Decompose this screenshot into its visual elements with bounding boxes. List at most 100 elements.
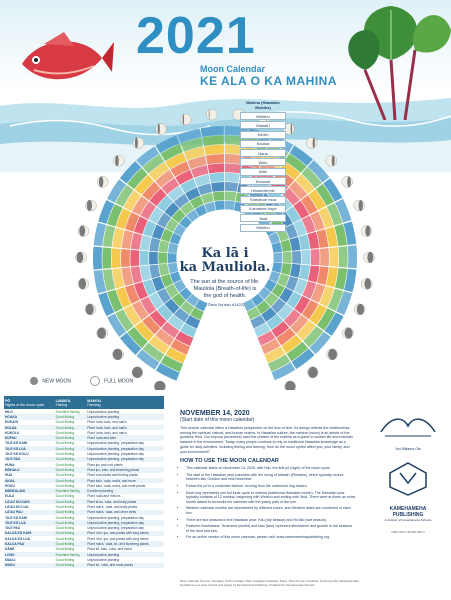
ring-segment: [169, 271, 182, 284]
ring-segment: [204, 144, 224, 156]
farming-cell: Plant 'uala, kalo, and mai'a: [87, 420, 127, 425]
fishing-cell: Good fishing: [54, 414, 87, 420]
ring-segment: [136, 349, 160, 370]
ring-segment: [148, 292, 164, 310]
fishing-cell: Good fishing: [54, 562, 87, 568]
night-name-cell: HILO: [5, 409, 13, 414]
moon-phase-table: PŌ Nights of the moon cycle LAWAI'A Fishin…: [4, 396, 164, 568]
moon-calendar-wheel: [75, 108, 375, 390]
table-row: MUKU Good fishing Plant kō, 'uala, and mos…: [4, 562, 164, 568]
fishing-cell: Excellent fishing: [54, 552, 87, 558]
moon-phase-icon: [84, 303, 97, 316]
ring-segment: [310, 248, 320, 266]
ring-segment: [289, 236, 301, 251]
ring-segment: [271, 262, 283, 273]
ring-segment: [335, 198, 352, 223]
moon-phase-icon: [326, 348, 338, 361]
farming-cell: Plant mai'a, 'uala, kō, and flowering pl…: [86, 541, 164, 547]
ring-segment: [142, 154, 165, 174]
ring-segment: [280, 263, 292, 276]
moon-phase-icon: [154, 380, 166, 390]
farming-cell: Plant kalo, 'uala, mai'a, and most plant…: [87, 483, 146, 488]
farming-cell: Unproductive planting: [86, 552, 164, 558]
table-row: LĀ'AU KŪ KAHI Good fishing Plant la'au, 'u…: [4, 499, 164, 505]
table-row: KALOA KŪ KAHI Good fishing Plant 'ohe, ipu…: [4, 530, 164, 537]
month-name-tag: Nana: [240, 149, 286, 158]
ring-segment: [119, 332, 142, 355]
how-to-item: Each ring represents one full lunar cycl…: [186, 491, 355, 505]
ring-segment: [285, 223, 298, 239]
night-name-cell: LONO: [4, 552, 55, 558]
ring-segment: [212, 191, 225, 202]
ring-segment: [134, 174, 154, 195]
moon-phase-icon: [353, 303, 366, 316]
ring-segment: [214, 200, 225, 211]
ring-segment: [301, 215, 316, 234]
ring-segment: [177, 128, 202, 144]
ring-segment: [107, 204, 123, 227]
night-name-cell: KALOA KŪ KAHI: [4, 530, 55, 537]
moon-phase-icon: [131, 366, 144, 379]
moon-phase-icon: [305, 137, 318, 149]
ring-segment: [298, 234, 310, 250]
farming-cell: Plant kō, kalo, 'uala, and mai'a: [87, 547, 132, 552]
table-row: 'OLE KŪ KOLU Good fishing Unproductive pla…: [4, 451, 164, 456]
proverb-citation: ('Ōlelo No'eau #1422): [205, 302, 245, 307]
moon-phase-icon: [360, 278, 373, 290]
table-row: LĀ'AU PAU Good fishing Plant mai'a, 'uala,…: [4, 509, 164, 515]
fishing-cell: Good fishing: [55, 441, 75, 446]
ring-segment: [155, 170, 175, 188]
ring-segment: [173, 279, 187, 293]
ring-segment: [286, 341, 309, 362]
ring-segment: [116, 287, 132, 308]
ring-segment: [140, 265, 152, 281]
ring-segment: [296, 320, 316, 341]
center-circle: [179, 212, 271, 304]
ring-segment: [307, 160, 330, 183]
ring-segment: [194, 204, 208, 217]
moon-phase-icon: [132, 137, 145, 149]
fishing-cell: Good fishing: [54, 530, 87, 537]
how-to-item: For an online version of this moon calen…: [186, 535, 355, 540]
full-moon-label: FULL MOON: [104, 378, 134, 385]
ring-segment: [148, 162, 170, 181]
ring-segment: [125, 284, 140, 304]
fishing-cell: Good fishing: [55, 430, 75, 435]
ring-segment: [171, 293, 186, 307]
ring-segment: [136, 146, 160, 167]
month-name-tag: Ikiiki: [240, 167, 286, 176]
ring-segment: [148, 335, 170, 354]
night-name-cell: KALOA PAU: [4, 541, 55, 547]
month-name-tag: Kamahoe hope: [240, 204, 286, 213]
ring-segment: [318, 207, 334, 229]
ring-segment: [310, 211, 325, 231]
ring-segment: [282, 187, 300, 206]
fishing-cell: Good fishing: [54, 435, 87, 441]
farming-cell: Plant 'ohe, ipu, and plants with long st…: [86, 530, 164, 537]
farming-cell: Plant ipu, kalo, and flowering plants: [86, 467, 164, 473]
ring-segment: [286, 206, 301, 223]
ring-segment: [267, 354, 291, 372]
ring-segment: [123, 190, 142, 212]
table-row: KULU Good fishing Plant 'uala and melons: [4, 494, 164, 499]
ring-segment: [338, 246, 348, 268]
fishing-cell: Excellent fishing: [54, 488, 87, 494]
ring-segment: [98, 292, 115, 317]
ring-segment: [315, 183, 335, 206]
full-moon-icon: [89, 376, 100, 386]
ring-segment: [93, 222, 107, 247]
moon-phase-icon: [306, 366, 319, 379]
ring-segment: [111, 248, 121, 268]
night-name-cell: KULU: [5, 494, 15, 499]
table-row: 'OLE KŪ LUA Good fishing Unproductive plan…: [4, 446, 164, 452]
ring-segment: [204, 201, 216, 213]
ring-segment: [282, 251, 292, 264]
ring-segment: [317, 266, 329, 285]
how-to-item: There are two seasons in the Hawaiian ye…: [186, 518, 355, 523]
ring-segment: [344, 268, 357, 293]
month-name-tag: Welehu: [240, 223, 286, 232]
column-header-lawaia: LAWAI'A Fishing: [54, 396, 87, 409]
farming-cell: Plant 'uala, kalo, and mai'a: [86, 424, 164, 431]
ring-segment: [167, 185, 185, 202]
night-name-cell: LĀ'AU KŪ LUA: [5, 504, 29, 509]
